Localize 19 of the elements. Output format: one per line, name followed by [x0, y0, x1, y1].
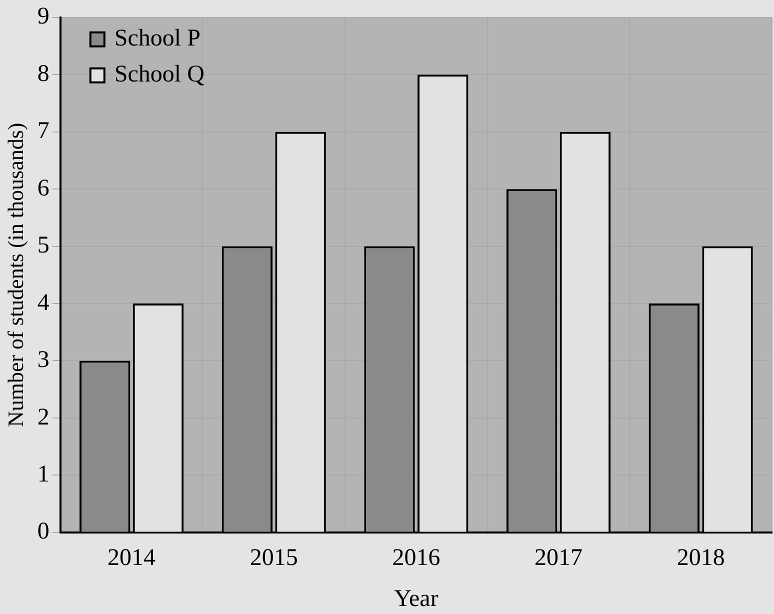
y-tick-label: 7 — [37, 118, 50, 144]
legend-label: School P — [114, 26, 200, 52]
y-tick-label: 4 — [37, 290, 50, 316]
x-tick-label: 2017 — [534, 545, 583, 572]
x-tick-label: 2015 — [250, 545, 298, 572]
y-axis-title: Number of students (in thousands) — [2, 122, 28, 428]
y-tick-label: 8 — [37, 60, 50, 87]
y-tick-label: 6 — [37, 175, 50, 202]
y-tick-label: 1 — [37, 461, 50, 488]
legend-label: School Q — [114, 62, 204, 88]
y-tick-label: 2 — [37, 404, 50, 430]
y-tick-label: 0 — [37, 518, 50, 545]
x-tick-label: 2014 — [108, 545, 156, 572]
y-tick-label: 5 — [37, 232, 50, 259]
y-tick-label: 9 — [37, 4, 50, 30]
x-axis-title: Year — [394, 586, 438, 612]
x-tick-label: 2016 — [392, 545, 440, 572]
x-tick-label: 2018 — [676, 545, 725, 572]
y-tick-label: 3 — [37, 347, 50, 374]
